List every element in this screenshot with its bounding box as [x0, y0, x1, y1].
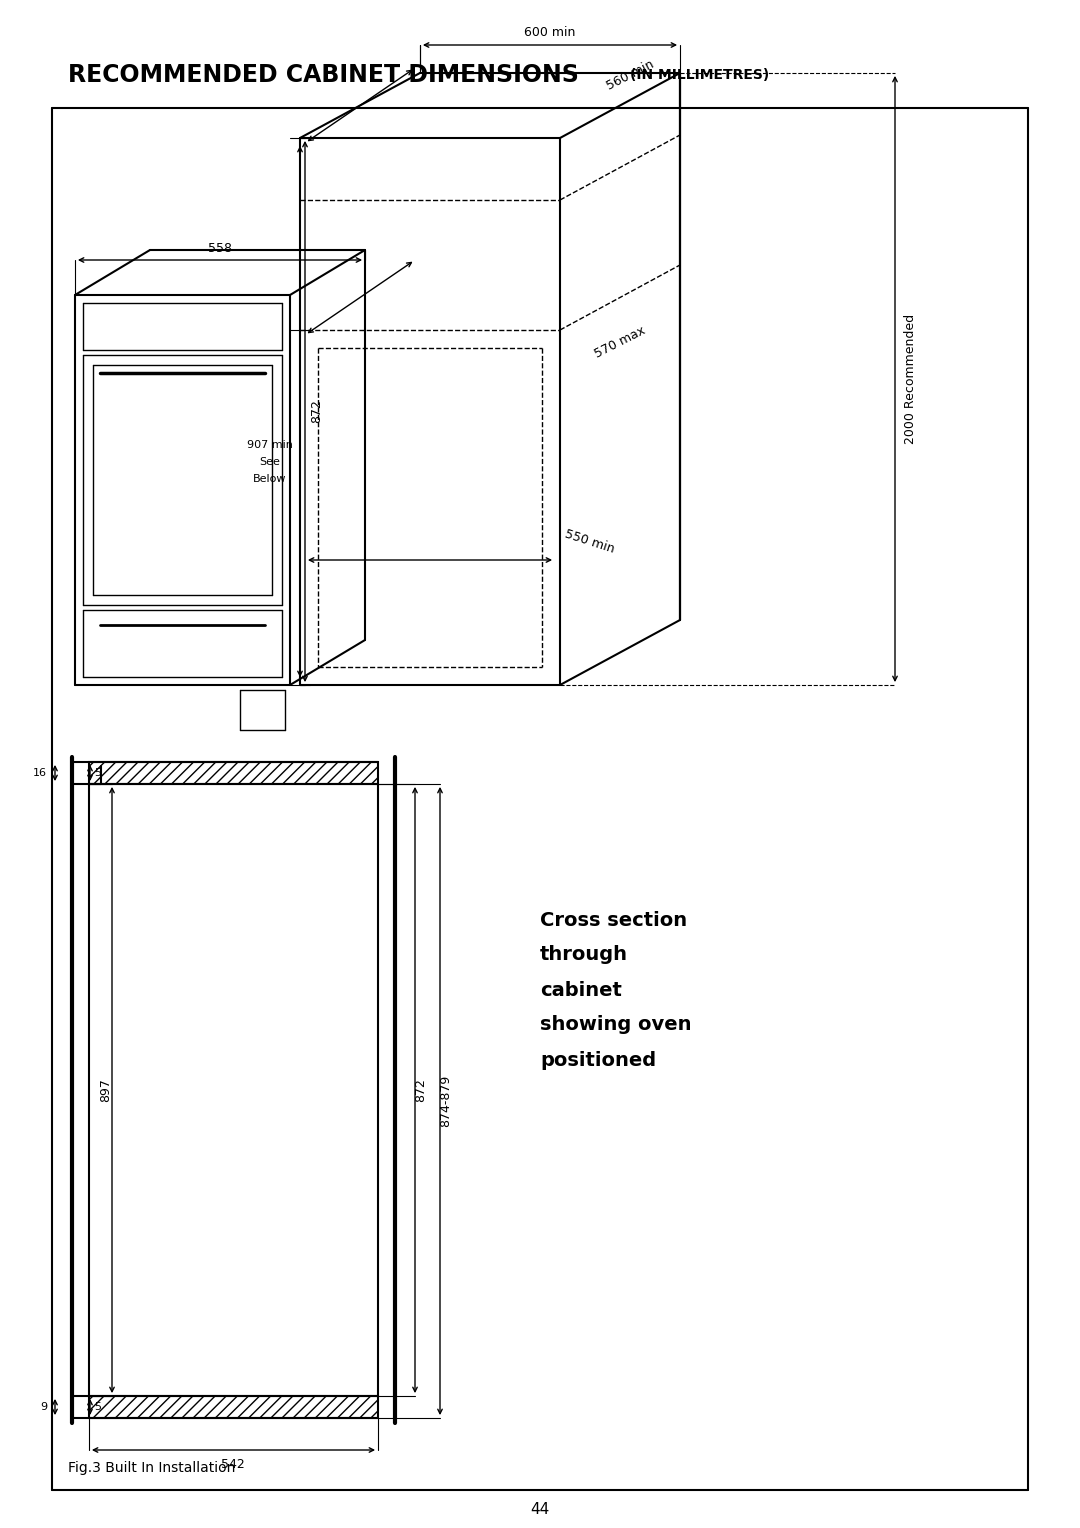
Text: 44: 44: [530, 1502, 550, 1517]
Text: (IN MILLIMETRES): (IN MILLIMETRES): [630, 69, 769, 83]
Text: 2000 Recommended: 2000 Recommended: [904, 313, 917, 445]
Text: RECOMMENDED CABINET DIMENSIONS: RECOMMENDED CABINET DIMENSIONS: [68, 63, 579, 87]
Text: showing oven: showing oven: [540, 1016, 691, 1034]
Text: 9: 9: [40, 1403, 48, 1412]
Text: 872: 872: [311, 399, 324, 423]
Text: 872: 872: [415, 1079, 428, 1102]
Text: through: through: [540, 946, 627, 964]
Text: Below: Below: [253, 474, 287, 484]
Text: 5: 5: [94, 1403, 102, 1412]
Text: 550 min: 550 min: [564, 527, 617, 556]
Text: 570 max: 570 max: [593, 324, 648, 361]
Text: 907 min: 907 min: [247, 440, 293, 451]
Text: See: See: [259, 457, 281, 468]
Text: 874-879: 874-879: [440, 1074, 453, 1128]
Text: positioned: positioned: [540, 1051, 657, 1070]
Text: Fig.3 Built In Installation: Fig.3 Built In Installation: [68, 1461, 235, 1475]
Text: 5: 5: [94, 769, 102, 778]
Text: 558: 558: [208, 241, 232, 255]
Text: 542: 542: [221, 1458, 245, 1470]
Text: Cross section: Cross section: [540, 911, 687, 929]
Text: 16: 16: [33, 769, 48, 778]
Text: 897: 897: [99, 1079, 112, 1102]
Text: cabinet: cabinet: [540, 981, 622, 999]
Text: 600 min: 600 min: [524, 26, 576, 40]
Bar: [89, 762, 378, 784]
Bar: [89, 1397, 378, 1418]
Text: 560 min: 560 min: [604, 58, 656, 93]
